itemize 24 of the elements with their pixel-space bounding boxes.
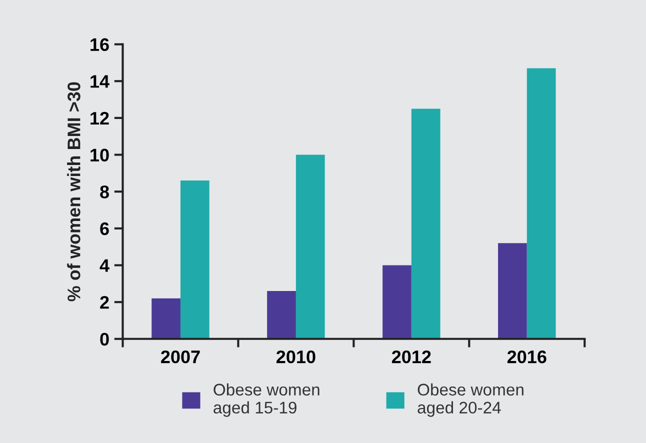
y-axis-title: % of women with BMI >30 (67, 82, 80, 302)
y-tick-label: 2 (100, 296, 109, 309)
legend-label: Obese women aged 20-24 (418, 383, 524, 417)
y-tick-label: 14 (90, 75, 110, 88)
x-tick-label: 2010 (276, 350, 316, 364)
legend-label: Obese women aged 15-19 (214, 383, 320, 417)
bar (411, 108, 440, 339)
bar (498, 243, 527, 339)
x-tick-label: 2016 (507, 350, 546, 364)
y-tick-label: 8 (100, 186, 109, 198)
y-tick-label: 4 (100, 259, 110, 272)
y-tick-label: 16 (90, 38, 109, 52)
bar (382, 265, 412, 339)
y-tick-label: 0 (100, 332, 109, 346)
y-tick-label: 6 (100, 222, 109, 236)
bar (296, 154, 325, 339)
bar (267, 291, 296, 339)
x-tick-label: 2007 (161, 350, 200, 364)
x-tick-label: 2012 (392, 350, 431, 364)
bar (526, 68, 556, 339)
bar (152, 298, 180, 339)
bar (180, 180, 210, 339)
y-tick-label: 12 (90, 112, 109, 124)
y-tick-label: 10 (90, 148, 109, 162)
